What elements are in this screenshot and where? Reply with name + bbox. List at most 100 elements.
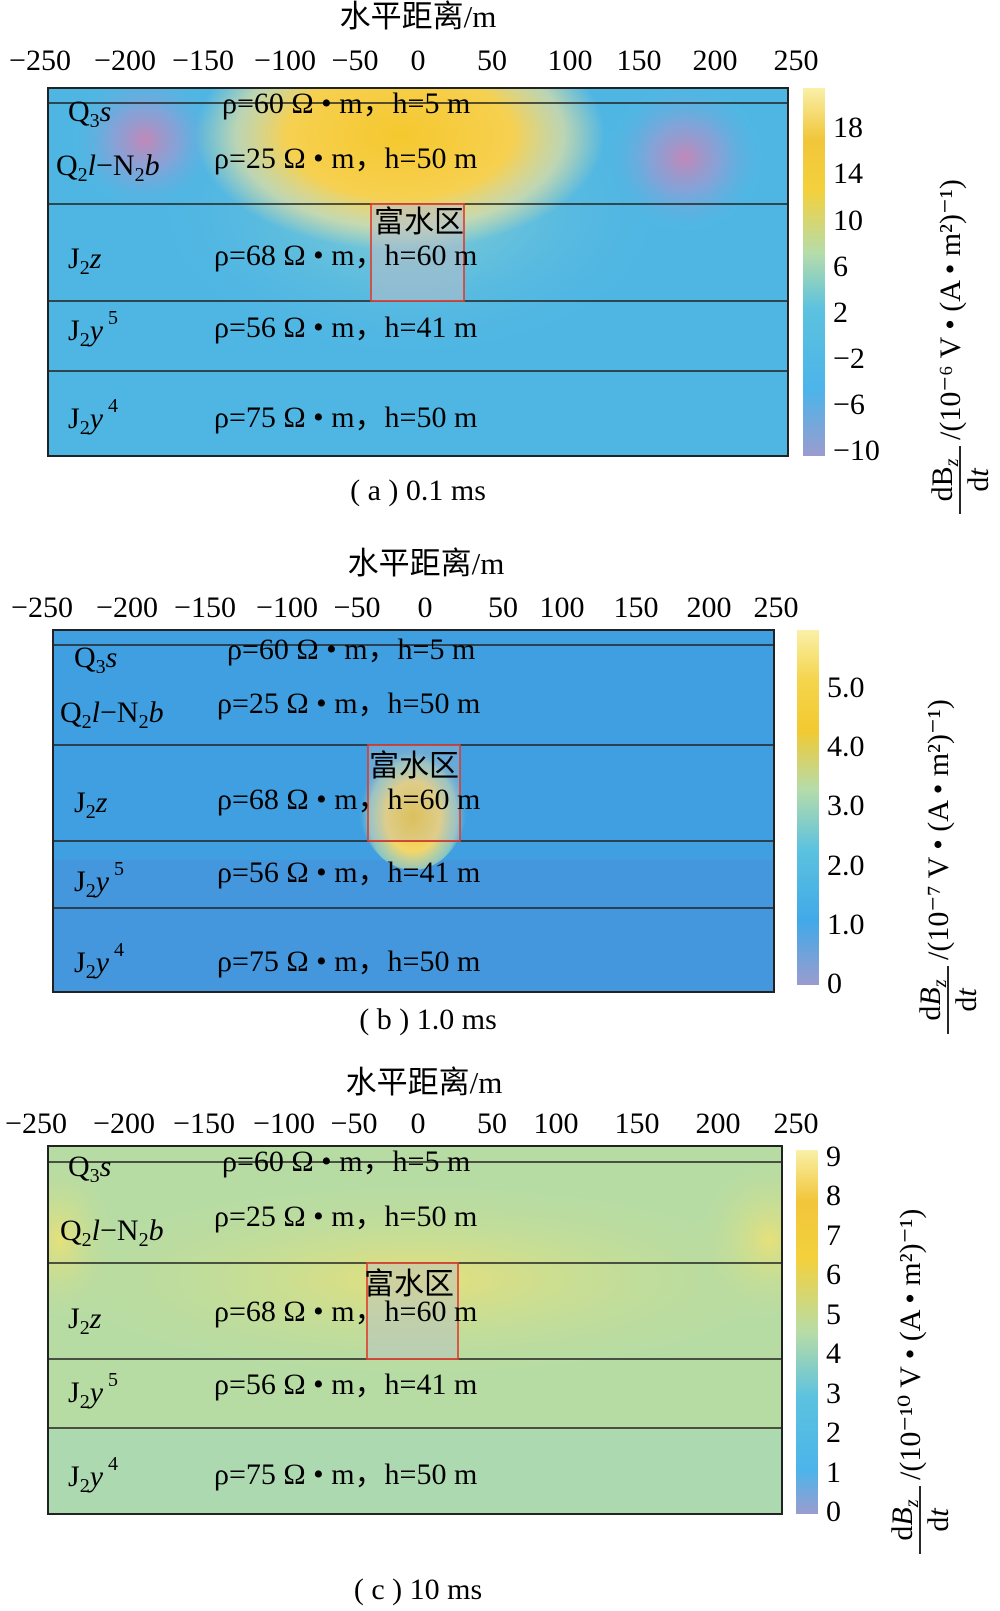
water-rich-zone-label: 富水区 bbox=[374, 206, 464, 239]
colorbar-b bbox=[797, 630, 819, 985]
x-tick: 100 bbox=[540, 591, 585, 624]
cb-tick: 4.0 bbox=[827, 730, 865, 763]
caption: ( a ) 0.1 ms bbox=[350, 474, 486, 507]
x-tick: 250 bbox=[754, 591, 799, 624]
cb-tick: 0 bbox=[827, 967, 842, 1000]
layer-param: ρ=68 Ω • m，h=60 m bbox=[214, 1295, 477, 1328]
svg-text:dBz: dBz bbox=[914, 979, 951, 1020]
cb-tick: 4 bbox=[826, 1337, 841, 1370]
x-tick: 50 bbox=[477, 1107, 507, 1140]
x-tick: 250 bbox=[774, 1107, 819, 1140]
plot-frame bbox=[47, 1145, 783, 1515]
x-tick: −100 bbox=[254, 44, 316, 77]
x-tick: −50 bbox=[334, 591, 381, 624]
cb-tick: 6 bbox=[833, 250, 848, 283]
x-tick: −200 bbox=[94, 44, 156, 77]
layer-param: ρ=56 Ω • m，h=41 m bbox=[217, 856, 480, 889]
x-tick: −50 bbox=[331, 1107, 378, 1140]
x-tick: 50 bbox=[477, 44, 507, 77]
x-tick: −200 bbox=[93, 1107, 155, 1140]
cb-tick: 2 bbox=[833, 296, 848, 329]
cb-tick: −10 bbox=[833, 434, 880, 467]
cb-tick: 14 bbox=[833, 157, 863, 190]
x-tick: 200 bbox=[693, 44, 738, 77]
x-tick: −50 bbox=[332, 44, 379, 77]
x-tick: 200 bbox=[696, 1107, 741, 1140]
colorbar-ticks-b: 5.0 4.0 3.0 2.0 1.0 0 bbox=[827, 671, 865, 1000]
negative-anomaly-left bbox=[70, 88, 220, 210]
x-axis-title: 水平距离/m bbox=[340, 0, 497, 34]
svg-text:dt: dt bbox=[962, 468, 995, 492]
colorbar-a bbox=[803, 88, 825, 456]
svg-text:dt: dt bbox=[950, 988, 983, 1012]
negative-anomaly-right bbox=[605, 88, 765, 233]
water-rich-zone bbox=[366, 1262, 459, 1360]
cb-tick: −6 bbox=[833, 388, 865, 421]
panel-a: 水平距离/m −250 −200 −150 −100 −50 0 50 100 … bbox=[9, 0, 995, 514]
cb-tick: 6 bbox=[826, 1258, 841, 1291]
water-rich-zone-label: 富水区 bbox=[364, 1268, 454, 1301]
x-tick: −250 bbox=[5, 1107, 67, 1140]
cb-tick: 5 bbox=[826, 1298, 841, 1331]
svg-text:Q2l−N2b: Q2l−N2b bbox=[60, 696, 164, 733]
layer-param: ρ=60 Ω • m，h=5 m bbox=[222, 87, 470, 120]
water-rich-zone bbox=[367, 744, 461, 842]
panel-c: 水平距离/m −250 −200 −150 −100 −50 0 50 100 … bbox=[5, 1065, 955, 1606]
layer-param: ρ=25 Ω • m，h=50 m bbox=[214, 142, 477, 175]
caption: ( b ) 1.0 ms bbox=[359, 1003, 497, 1036]
cb-tick: 10 bbox=[833, 204, 863, 237]
x-tick: 0 bbox=[411, 1107, 426, 1140]
unit-label: /(10⁻¹⁰ V • (A • m²)⁻¹) bbox=[894, 1209, 927, 1480]
cb-tick: 2 bbox=[826, 1416, 841, 1449]
cb-tick: 3 bbox=[826, 1377, 841, 1410]
cb-tick: 7 bbox=[826, 1219, 841, 1252]
cb-tick: 3.0 bbox=[827, 789, 865, 822]
x-axis-title: 水平距离/m bbox=[348, 546, 505, 581]
cb-tick: 18 bbox=[833, 111, 863, 144]
x-tick: 150 bbox=[615, 1107, 660, 1140]
x-tick: −150 bbox=[172, 44, 234, 77]
layer-params: ρ=60 Ω • m，h=5 m ρ=25 Ω • m，h=50 m ρ=68 … bbox=[214, 1145, 477, 1491]
x-axis-title: 水平距离/m bbox=[346, 1065, 503, 1100]
layer-param: ρ=56 Ω • m，h=41 m bbox=[214, 311, 477, 344]
x-tick: 250 bbox=[774, 44, 819, 77]
cb-tick: 1.0 bbox=[827, 908, 865, 941]
warm-edge-right bbox=[690, 1150, 782, 1330]
cb-tick: 0 bbox=[826, 1495, 841, 1528]
x-tick: 50 bbox=[488, 591, 518, 624]
cb-tick: 5.0 bbox=[827, 671, 865, 704]
layer-param: ρ=60 Ω • m，h=5 m bbox=[222, 1145, 470, 1178]
unit-label: /(10⁻⁶ V • (A • m²)⁻¹) bbox=[934, 179, 967, 440]
x-tick: 200 bbox=[687, 591, 732, 624]
water-rich-zone bbox=[370, 203, 465, 302]
unit-label: /(10⁻⁷ V • (A • m²)⁻¹) bbox=[922, 699, 955, 960]
bottom-shade bbox=[48, 1430, 782, 1514]
x-tick: −100 bbox=[253, 1107, 315, 1140]
plot-frame bbox=[52, 629, 775, 993]
colorbar-c bbox=[796, 1150, 818, 1514]
positive-anomaly bbox=[358, 730, 468, 870]
x-ticks: −250 −200 −150 −100 −50 0 50 100 150 200… bbox=[9, 44, 818, 77]
colorbar-ticks-a: 18 14 10 6 2 −2 −6 −10 bbox=[833, 111, 880, 467]
heatmap-b bbox=[53, 630, 774, 992]
warm-edge-left bbox=[48, 1150, 120, 1330]
bottom-shade bbox=[53, 860, 774, 992]
x-tick: −100 bbox=[256, 591, 318, 624]
colorbar-title-c: dBz dt /(10⁻¹⁰ V • (A • m²)⁻¹) bbox=[886, 1209, 955, 1554]
layer-params: ρ=60 Ω • m，h=5 m ρ=25 Ω • m，h=50 m ρ=68 … bbox=[217, 633, 480, 978]
caption: ( c ) 10 ms bbox=[354, 1573, 482, 1606]
layer-param: ρ=75 Ω • m，h=50 m bbox=[217, 945, 480, 978]
layer-param: ρ=60 Ω • m，h=5 m bbox=[227, 633, 475, 666]
svg-text:Q2l−N2b: Q2l−N2b bbox=[56, 149, 160, 186]
x-tick: 100 bbox=[534, 1107, 579, 1140]
svg-text:dBz: dBz bbox=[926, 458, 963, 501]
cb-tick: 9 bbox=[826, 1140, 841, 1173]
x-ticks: −250 −200 −150 −100 −50 0 50 100 150 200… bbox=[5, 1107, 818, 1140]
colorbar-ticks-c: 9 8 7 6 5 4 3 2 1 0 bbox=[826, 1140, 841, 1528]
x-ticks: −250 −200 −150 −100 −50 0 50 100 150 200… bbox=[11, 591, 798, 624]
warm-band bbox=[48, 1170, 782, 1390]
svg-text:J2y 4: J2y 4 bbox=[68, 1453, 118, 1497]
x-tick: 0 bbox=[418, 591, 433, 624]
layer-param: ρ=25 Ω • m，h=50 m bbox=[214, 1200, 477, 1233]
